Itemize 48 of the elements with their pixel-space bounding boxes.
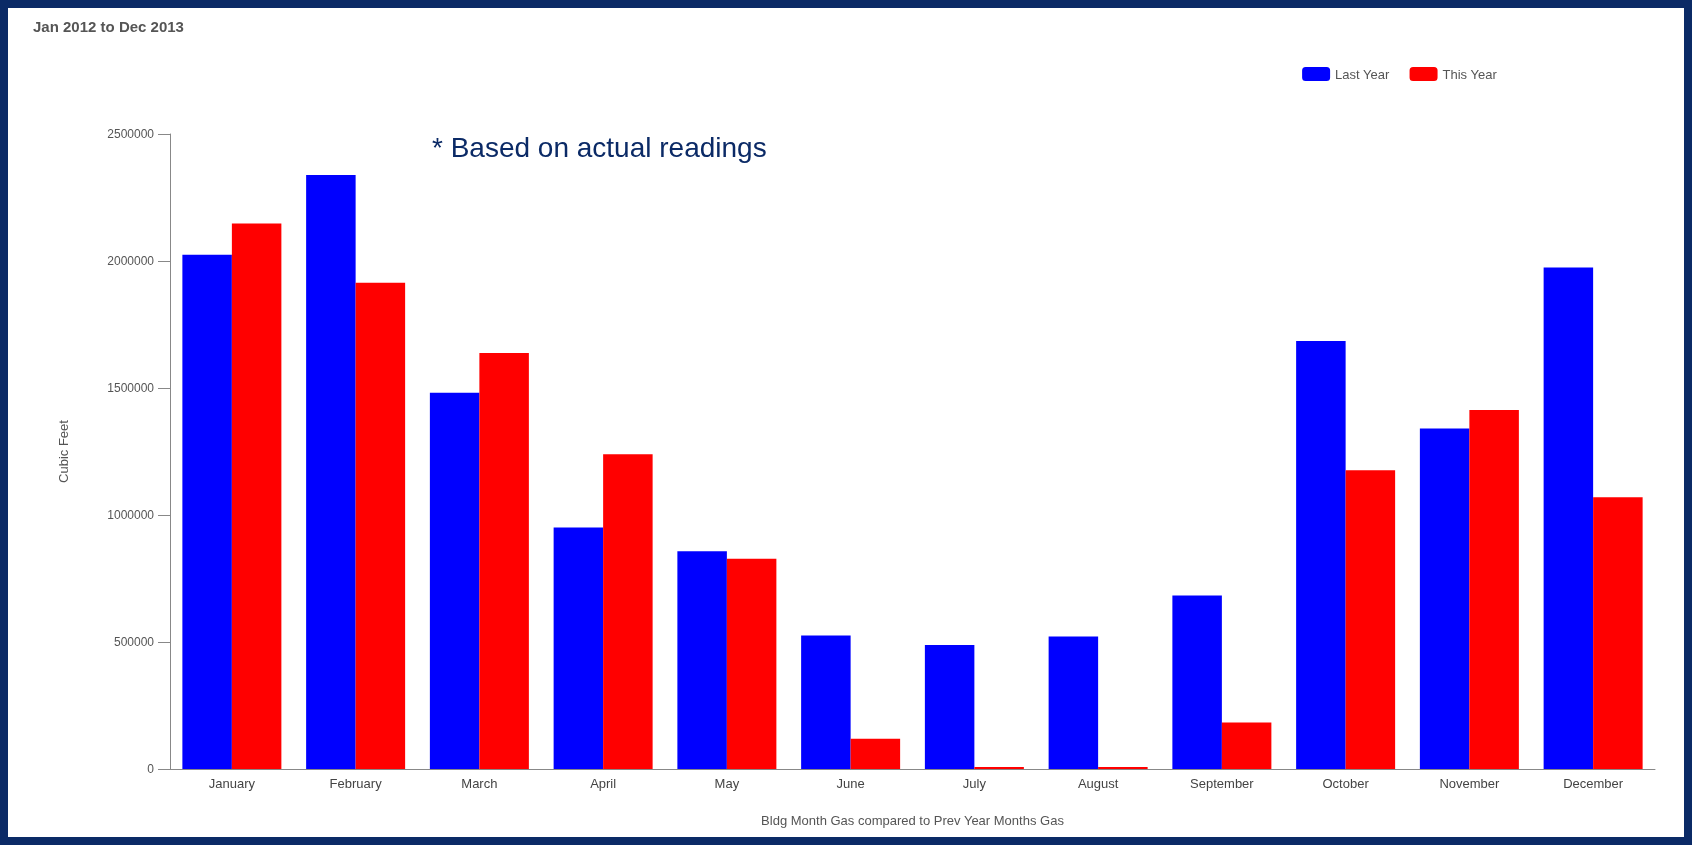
bar bbox=[429, 392, 480, 769]
bar bbox=[479, 352, 529, 769]
x-tick-label: September bbox=[1190, 776, 1255, 791]
y-axis-title: Cubic Feet bbox=[56, 419, 71, 483]
x-tick-label: July bbox=[962, 776, 987, 791]
y-tick-label: 1000000 bbox=[107, 508, 155, 522]
x-tick-label: November bbox=[1439, 776, 1501, 791]
bar bbox=[924, 645, 975, 769]
x-tick-label: October bbox=[1322, 776, 1370, 791]
chart-title: Jan 2012 to Dec 2013 bbox=[33, 18, 184, 35]
y-tick-label: 500000 bbox=[113, 635, 155, 649]
x-tick-label: January bbox=[208, 776, 256, 791]
bar bbox=[850, 738, 901, 769]
x-axis-title: Bldg Month Gas compared to Prev Year Months Gas bbox=[761, 813, 1065, 828]
bar bbox=[1469, 410, 1519, 769]
annotation: * Based on actual readings bbox=[432, 131, 767, 163]
bar bbox=[1345, 470, 1396, 769]
bar bbox=[801, 635, 851, 769]
bar bbox=[603, 454, 653, 769]
bar bbox=[1543, 267, 1594, 769]
bar bbox=[1593, 497, 1643, 769]
bar bbox=[1221, 722, 1272, 769]
x-tick-label: August bbox=[1077, 776, 1119, 791]
bar bbox=[726, 558, 777, 769]
bar bbox=[1048, 636, 1099, 769]
x-tick-label: June bbox=[836, 776, 865, 791]
bar bbox=[677, 551, 727, 769]
bar bbox=[231, 223, 282, 769]
bar bbox=[1296, 341, 1346, 769]
bar bbox=[182, 254, 232, 769]
bar bbox=[553, 527, 604, 769]
x-tick-label: February bbox=[329, 776, 383, 791]
x-tick-label: March bbox=[461, 776, 498, 791]
x-tick-label: December bbox=[1563, 776, 1624, 791]
x-tick-label: May bbox=[714, 776, 740, 791]
y-tick-label: 0 bbox=[147, 762, 155, 776]
bar bbox=[1098, 766, 1148, 769]
y-tick-label: 1500000 bbox=[107, 381, 155, 395]
bar bbox=[306, 174, 356, 769]
y-tick-label: 2500000 bbox=[107, 127, 155, 141]
legend-label: This Year bbox=[1442, 66, 1498, 82]
y-tick-label: 2000000 bbox=[107, 254, 155, 268]
bar bbox=[1172, 595, 1222, 769]
bar bbox=[974, 766, 1024, 769]
bar bbox=[355, 282, 406, 769]
legend-label: Last Year bbox=[1335, 66, 1390, 82]
x-tick-label: April bbox=[590, 776, 617, 791]
bar bbox=[1419, 428, 1470, 769]
